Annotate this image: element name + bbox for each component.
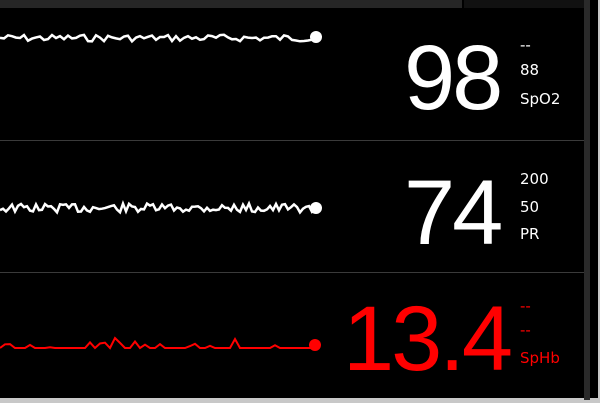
spo2-upper-limit: -- — [520, 36, 531, 54]
pr-row[interactable]: 74 200 50 PR — [0, 141, 584, 272]
spo2-waveform — [0, 31, 322, 44]
pr-value: 74 — [404, 162, 503, 264]
sphb-lower-limit: -- — [520, 321, 531, 339]
pr-lower-limit: 50 — [520, 198, 540, 216]
divider — [0, 272, 584, 273]
sphb-row[interactable]: 13.4 -- -- SpHb — [0, 273, 584, 400]
spo2-value: 98 — [404, 27, 503, 129]
spo2-row[interactable]: 98 -- 88 SpO2 — [0, 0, 584, 140]
spo2-label: SpO2 — [520, 90, 561, 108]
top-bar-right — [464, 0, 584, 8]
waveform-cursor — [310, 202, 322, 214]
waveform-cursor — [309, 339, 321, 351]
sphb-upper-limit: -- — [520, 297, 531, 315]
divider — [0, 140, 584, 141]
spo2-lower-limit: 88 — [520, 61, 540, 79]
sphb-label: SpHb — [520, 349, 560, 367]
scrollbar[interactable] — [584, 0, 590, 400]
top-bar — [0, 0, 462, 8]
waveform-cursor — [310, 31, 322, 43]
sphb-waveform — [0, 336, 321, 351]
pr-waveform — [0, 199, 322, 215]
pr-upper-limit: 200 — [520, 170, 549, 188]
sphb-value: 13.4 — [343, 288, 513, 390]
pr-label: PR — [520, 225, 540, 243]
